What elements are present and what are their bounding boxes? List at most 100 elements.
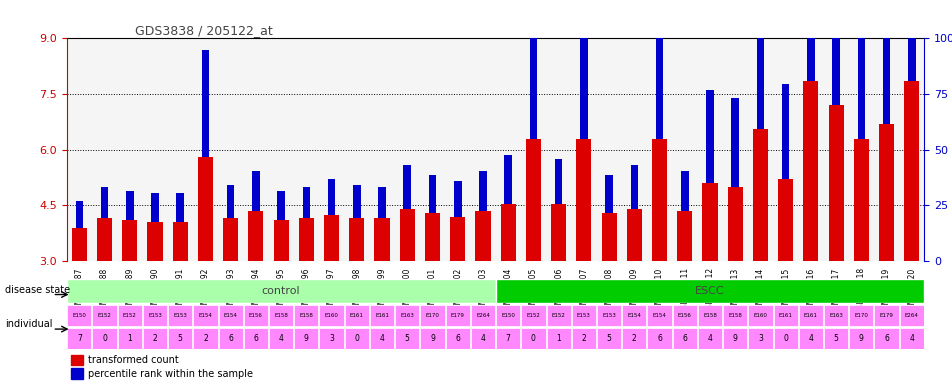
- Bar: [277, 191, 285, 220]
- FancyBboxPatch shape: [319, 305, 344, 326]
- Bar: [71, 228, 87, 261]
- FancyBboxPatch shape: [773, 305, 797, 326]
- Bar: [223, 218, 238, 261]
- FancyBboxPatch shape: [345, 328, 368, 349]
- Bar: [752, 129, 767, 261]
- Text: 9: 9: [858, 334, 863, 343]
- FancyBboxPatch shape: [798, 305, 823, 326]
- Text: E153: E153: [576, 313, 590, 318]
- Text: E179: E179: [879, 313, 893, 318]
- FancyBboxPatch shape: [395, 305, 419, 326]
- Bar: [777, 179, 792, 261]
- FancyBboxPatch shape: [244, 328, 268, 349]
- Text: 0: 0: [530, 334, 535, 343]
- Text: transformed count: transformed count: [89, 355, 179, 365]
- Bar: [878, 124, 893, 261]
- Text: E161: E161: [803, 313, 817, 318]
- Bar: [681, 171, 687, 211]
- Bar: [428, 175, 436, 213]
- FancyBboxPatch shape: [495, 279, 923, 303]
- Bar: [403, 165, 410, 209]
- Bar: [327, 179, 335, 215]
- FancyBboxPatch shape: [268, 305, 293, 326]
- Bar: [756, 0, 764, 129]
- Text: E161: E161: [778, 313, 792, 318]
- Bar: [227, 185, 234, 218]
- Text: E158: E158: [727, 313, 742, 318]
- FancyBboxPatch shape: [68, 328, 91, 349]
- Bar: [348, 218, 364, 261]
- FancyBboxPatch shape: [369, 328, 394, 349]
- Text: 1: 1: [128, 334, 132, 343]
- Bar: [198, 157, 213, 261]
- Bar: [399, 209, 414, 261]
- Text: E152: E152: [97, 313, 111, 318]
- Text: 6: 6: [228, 334, 233, 343]
- Text: 5: 5: [405, 334, 409, 343]
- Bar: [126, 191, 133, 220]
- FancyBboxPatch shape: [747, 328, 772, 349]
- Bar: [453, 181, 461, 217]
- FancyBboxPatch shape: [68, 305, 91, 326]
- Text: 0: 0: [354, 334, 359, 343]
- Bar: [352, 185, 360, 218]
- Text: E160: E160: [325, 313, 338, 318]
- Text: E264: E264: [475, 313, 489, 318]
- FancyBboxPatch shape: [672, 305, 696, 326]
- Text: 5: 5: [178, 334, 183, 343]
- Text: E156: E156: [677, 313, 691, 318]
- Text: E170: E170: [854, 313, 867, 318]
- Bar: [580, 0, 587, 139]
- FancyBboxPatch shape: [193, 328, 217, 349]
- Text: 2: 2: [581, 334, 585, 343]
- Text: E163: E163: [400, 313, 414, 318]
- Text: E153: E153: [148, 313, 162, 318]
- Text: 9: 9: [304, 334, 308, 343]
- Text: control: control: [262, 286, 300, 296]
- Text: E154: E154: [224, 313, 237, 318]
- FancyBboxPatch shape: [168, 328, 192, 349]
- Bar: [651, 139, 666, 261]
- Text: 4: 4: [908, 334, 913, 343]
- Text: E153: E153: [602, 313, 615, 318]
- FancyBboxPatch shape: [345, 305, 368, 326]
- FancyBboxPatch shape: [395, 328, 419, 349]
- Text: 6: 6: [682, 334, 686, 343]
- Bar: [122, 220, 137, 261]
- FancyBboxPatch shape: [294, 328, 318, 349]
- Bar: [806, 0, 814, 81]
- Text: E163: E163: [828, 313, 843, 318]
- Bar: [97, 218, 112, 261]
- Text: E158: E158: [703, 313, 716, 318]
- Text: 4: 4: [706, 334, 712, 343]
- FancyBboxPatch shape: [571, 328, 595, 349]
- Text: individual: individual: [5, 319, 52, 329]
- FancyBboxPatch shape: [193, 305, 217, 326]
- Text: E179: E179: [450, 313, 465, 318]
- Bar: [71, 369, 84, 379]
- FancyBboxPatch shape: [622, 305, 645, 326]
- Bar: [425, 213, 440, 261]
- Bar: [677, 211, 691, 261]
- FancyBboxPatch shape: [545, 305, 570, 326]
- FancyBboxPatch shape: [697, 328, 722, 349]
- Bar: [248, 211, 263, 261]
- Bar: [803, 81, 818, 261]
- FancyBboxPatch shape: [874, 328, 898, 349]
- Text: 3: 3: [757, 334, 762, 343]
- Bar: [626, 209, 642, 261]
- Text: 4: 4: [807, 334, 812, 343]
- Bar: [630, 165, 638, 209]
- FancyBboxPatch shape: [470, 305, 494, 326]
- FancyBboxPatch shape: [596, 305, 621, 326]
- Text: 5: 5: [606, 334, 611, 343]
- Text: ESCC: ESCC: [694, 286, 724, 296]
- Text: E161: E161: [375, 313, 388, 318]
- Bar: [857, 0, 864, 139]
- FancyBboxPatch shape: [143, 328, 167, 349]
- FancyBboxPatch shape: [646, 328, 671, 349]
- Text: E158: E158: [274, 313, 288, 318]
- FancyBboxPatch shape: [420, 328, 445, 349]
- Bar: [324, 215, 339, 261]
- FancyBboxPatch shape: [446, 328, 469, 349]
